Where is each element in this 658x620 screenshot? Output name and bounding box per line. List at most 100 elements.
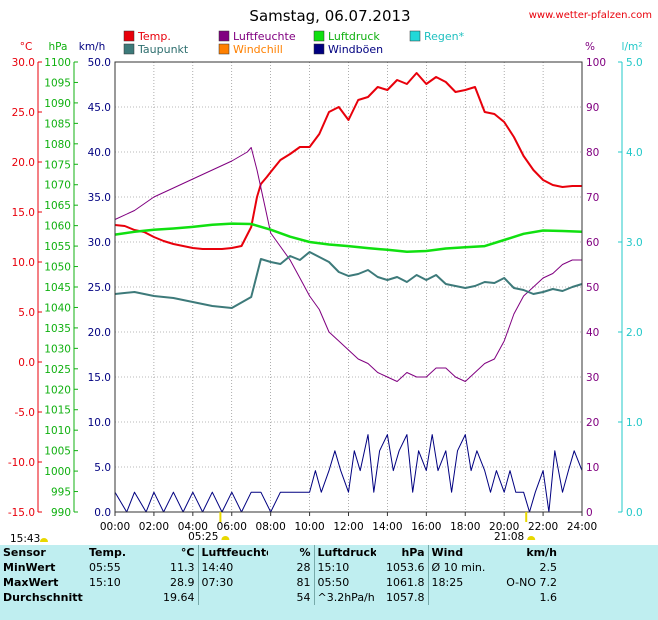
left-axes: 30.0 25.0 20.0 15.0 10.0 5.0 0.0 -5.0 -10.0 -15.0… (8, 57, 111, 519)
pressure-avg-value: 1057.8 (386, 591, 425, 604)
pressure-tick-label: 995 (51, 487, 71, 499)
humidity-max-value: 81 (296, 576, 311, 589)
wind-avg-time (427, 590, 492, 605)
pressure-min-value: 1053.6 (386, 561, 425, 574)
series-lines (114, 72, 583, 513)
legend-label: Regen* (424, 30, 465, 43)
rain-tick-label: 3.0 (626, 237, 643, 249)
sunset-icon (527, 536, 536, 540)
pressure-tick-label: 1015 (44, 405, 71, 417)
humidity-tick-label: 30 (586, 372, 599, 384)
time-tick-label: 02:00 (139, 521, 169, 533)
sunrise-icon (221, 536, 230, 540)
series-taupunkt-line (114, 251, 583, 309)
pressure-tick-label: 990 (51, 507, 71, 519)
wind-avg-label: Ø 10 min. (427, 560, 492, 575)
pressure-tick-label: 1000 (44, 466, 71, 478)
weather-chart: Samstag, 06.07.2013 www.wetter-pfalzen.c… (8, 7, 652, 545)
wind-tick-label: 20.0 (88, 327, 111, 339)
pressure-tick-label: 1025 (44, 364, 71, 376)
pressure-tick-label: 1095 (44, 77, 71, 89)
pressure-tick-label: 1075 (44, 159, 71, 171)
legend-swatch (218, 43, 230, 55)
statistics-table: Sensor Temp. °C Luftfeuchte % Luftdruck … (0, 545, 560, 605)
wind-tick-label: 25.0 (88, 282, 111, 294)
temp-min-value: 11.3 (170, 561, 195, 574)
humidity-avg-value: 54 (296, 591, 311, 604)
humidity-tick-label: 60 (586, 237, 599, 249)
time-marker-label: 15:43 (10, 533, 40, 545)
series-luftfeuchte-line (114, 147, 582, 382)
temp-avg-time (86, 590, 140, 605)
wind-tick-label: 35.0 (88, 192, 111, 204)
legend-swatch (313, 43, 325, 55)
humidity-tick-label: 40 (586, 327, 599, 339)
humidity-tick-label: 100 (586, 57, 606, 69)
humidity-min-time: 14:40 (197, 560, 268, 575)
humidity-avg-time (197, 590, 268, 605)
pressure-tick-label: 1085 (44, 118, 71, 130)
temp-tick-label: 0.0 (18, 357, 35, 369)
legend-swatch (409, 30, 421, 42)
wind-tick-label: 50.0 (88, 57, 111, 69)
temp-tick-label: 10.0 (12, 257, 35, 269)
wind-tick-label: 45.0 (88, 102, 111, 114)
stats-row-label: Durchschnitt (3, 591, 83, 604)
legend-label: Windböen (328, 43, 383, 56)
stats-head-wind: Wind (427, 545, 492, 560)
stats-row-max: MaxWert 15:10 28.9 07:30 81 05:50 1061.8… (0, 575, 560, 590)
temp-avg-value: 19.64 (163, 591, 195, 604)
legend-label: Luftdruck (328, 30, 380, 43)
stats-head-humidity: Luftfeuchte (197, 545, 268, 560)
wind-tick-label: 10.0 (88, 417, 111, 429)
humidity-min-value: 28 (296, 561, 311, 574)
pressure-tick-label: 1060 (44, 221, 71, 233)
sunrise-label: 05:25 (188, 531, 218, 543)
humidity-tick-label: 50 (586, 282, 599, 294)
temp-tick-label: 15.0 (12, 207, 35, 219)
humidity-tick-label: 80 (586, 147, 599, 159)
pressure-trend: ^3.2hPa/h (313, 590, 376, 605)
time-tick-label: 18:00 (450, 521, 480, 533)
wind-avg-value: 2.5 (539, 561, 558, 574)
stats-header-row: Sensor Temp. °C Luftfeuchte % Luftdruck … (0, 545, 560, 560)
stats-head-sensor: Sensor (3, 546, 46, 559)
humidity-tick-label: 20 (586, 417, 599, 429)
temp-tick-label: 25.0 (12, 107, 35, 119)
wind-tick-label: 40.0 (88, 147, 111, 159)
stats-row-label: MinWert (3, 561, 56, 574)
stats-head-pressure-unit: hPa (401, 546, 425, 559)
temp-tick-label: -10.0 (8, 457, 35, 469)
legend: Temp. Luftfeuchte Luftdruck Regen* Taupunkt W… (123, 30, 465, 56)
pressure-tick-label: 1100 (44, 57, 71, 69)
pressure-tick-label: 1040 (44, 302, 71, 314)
time-tick-label: 00:00 (100, 521, 130, 533)
humidity-tick-label: 0 (586, 507, 593, 519)
pressure-tick-label: 1070 (44, 180, 71, 192)
pressure-tick-label: 1005 (44, 446, 71, 458)
wind-tick-label: 15.0 (88, 372, 111, 384)
site-link[interactable]: www.wetter-pfalzen.com (529, 10, 652, 21)
temp-min-time: 05:55 (89, 561, 121, 574)
pressure-unit-label: hPa (49, 41, 68, 53)
temp-max-time: 15:10 (89, 576, 121, 589)
rain-unit-label: l/m² (622, 41, 643, 53)
temp-tick-label: 20.0 (12, 157, 35, 169)
humidity-tick-label: 90 (586, 102, 599, 114)
stats-row-avg: Durchschnitt 19.64 54 ^3.2hPa/h 1057.8 1… (0, 590, 560, 605)
time-tick-label: 22:00 (528, 521, 558, 533)
wind-max-value: O-NO 7.2 (506, 576, 557, 589)
pressure-max-time: 05:50 (313, 575, 376, 590)
temp-tick-label: 30.0 (12, 57, 35, 69)
stats-head-humidity-unit: % (299, 546, 311, 559)
pressure-tick-label: 1010 (44, 425, 71, 437)
stats-row-min: MinWert 05:55 11.3 14:40 28 15:10 1053.6… (0, 560, 560, 575)
sun-markers: 05:25 21:08 15:43 (10, 512, 536, 545)
legend-label: Taupunkt (137, 43, 189, 56)
sunset-label: 21:08 (494, 531, 524, 543)
time-tick-label: 24:00 (567, 521, 597, 533)
wind-unit-label: km/h (79, 41, 106, 53)
time-axis: 00:00 02:00 04:00 06:00 08:00 10:00 12:00 14:00… (100, 512, 597, 533)
wind-daily-avg-value: 1.6 (539, 591, 558, 604)
